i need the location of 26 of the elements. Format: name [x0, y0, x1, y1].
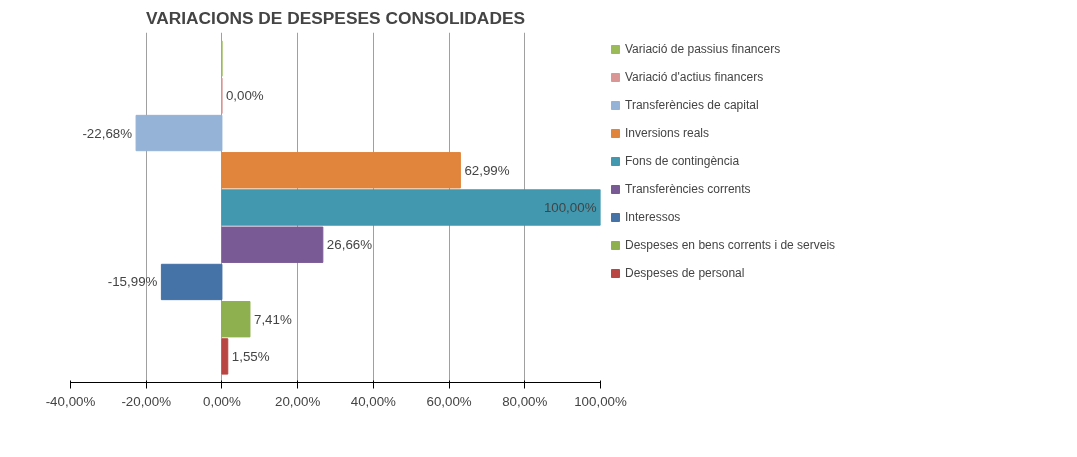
legend-label: Despeses en bens corrents i de serveis: [625, 238, 836, 252]
x-tick-label: 20,00%: [275, 393, 321, 409]
x-tick-label: -20,00%: [121, 393, 172, 409]
data-label: 100,00%: [543, 200, 597, 215]
legend-label: Fons de contingència: [625, 154, 740, 168]
data-label: 26,66%: [326, 237, 373, 253]
data-label: 62,99%: [464, 162, 510, 178]
legend-label: Variació de passius financers: [625, 42, 781, 56]
x-tick-label: 80,00%: [502, 393, 548, 409]
data-label: 7,41%: [253, 311, 292, 327]
data-label: 1,55%: [231, 348, 270, 364]
chart-title: VARIACIONS DE DESPESES CONSOLIDADES: [145, 7, 526, 28]
x-tick-label: 100,00%: [574, 393, 627, 409]
x-tick-label: -40,00%: [45, 393, 96, 409]
data-label: 0,00%: [225, 88, 264, 104]
data-label: -15,99%: [107, 274, 158, 290]
data-label: -22,68%: [82, 125, 133, 141]
legend-label: Interessos: [625, 210, 681, 224]
x-tick-label: 0,00%: [203, 393, 241, 409]
legend-label: Inversions reals: [625, 126, 710, 140]
legend-label: Transferències corrents: [625, 182, 751, 196]
x-tick-label: 60,00%: [426, 393, 472, 409]
legend-label: Transferències de capital: [625, 98, 759, 112]
x-tick-label: 40,00%: [350, 393, 397, 409]
legend-label: Despeses de personal: [625, 266, 745, 280]
legend-label: Variació d'actius financers: [625, 70, 764, 84]
